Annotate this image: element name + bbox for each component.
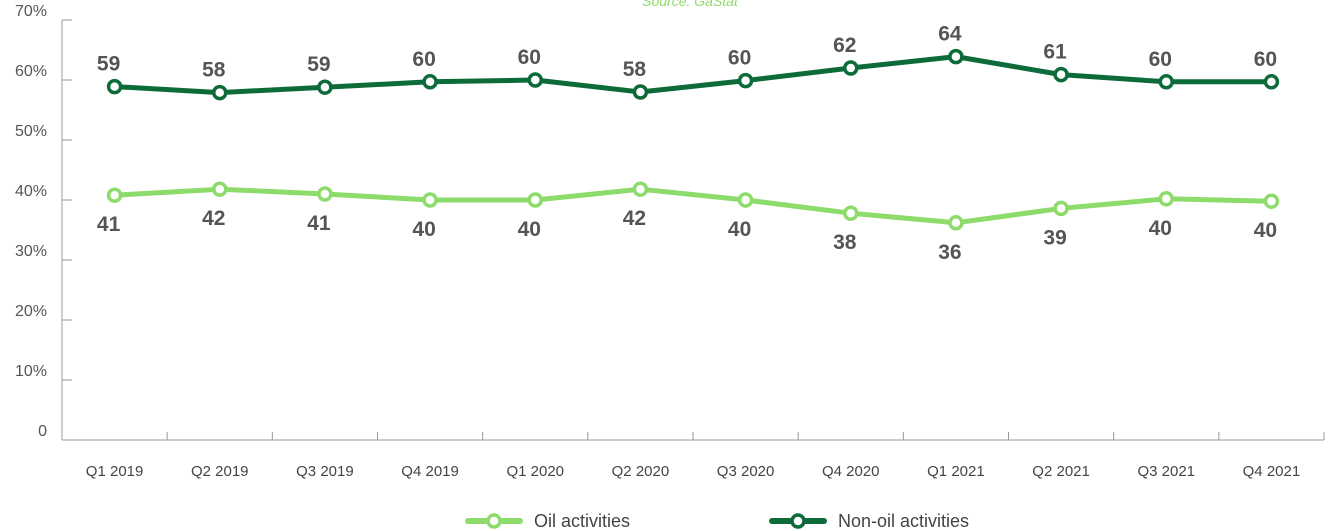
oil-activities-point (1053, 200, 1069, 217)
non-oil-activities-point (212, 84, 228, 101)
oil-activities-point (737, 192, 754, 208)
non-oil-activities-data-label: 60 (1149, 48, 1172, 71)
non-oil-activities-point (422, 74, 438, 90)
non-oil-activities-point (843, 60, 859, 76)
oil-activities-point (843, 205, 859, 221)
non-oil-activities-point (527, 72, 543, 88)
x-tick-label: Q1 2021 (927, 463, 985, 480)
x-tick-label: Q1 2019 (86, 463, 144, 480)
oil-activities-point (212, 181, 228, 197)
series-layer (106, 48, 1280, 231)
non-oil-activities-point (106, 78, 123, 95)
y-tick-label: 10% (15, 363, 47, 380)
y-tick-label: 0 (38, 423, 47, 440)
oil-activities-data-label: 40 (518, 218, 541, 241)
non-oil-activities-point (948, 48, 964, 65)
x-tick-label: Q4 2019 (401, 463, 459, 480)
non-oil-activities-data-label: 58 (202, 59, 226, 82)
y-tick-label: 30% (15, 243, 47, 260)
non-oil-activities-point (317, 79, 333, 95)
oil-activities-data-label: 40 (728, 218, 751, 241)
oil-activities-data-label: 36 (938, 241, 961, 264)
y-tick-label: 50% (15, 123, 47, 140)
non-oil-activities-legend-marker (790, 513, 806, 529)
non-oil-activities-data-label: 60 (1254, 48, 1277, 71)
non-oil-activities-data-label: 60 (728, 47, 751, 70)
x-tick-label: Q3 2019 (296, 463, 354, 480)
oil-activities-data-label: 39 (1043, 226, 1066, 249)
y-tick-label: 60% (15, 63, 47, 80)
x-tick-label: Q2 2020 (612, 463, 670, 480)
x-tick-label: Q2 2019 (191, 463, 249, 480)
non-oil-activities-point (1263, 74, 1280, 90)
y-tick-label: 70% (15, 3, 47, 20)
oil-activities-data-label: 42 (202, 207, 225, 230)
x-tick-label: Q2 2021 (1032, 463, 1090, 480)
x-tick-label: Q4 2020 (822, 463, 880, 480)
oil-activities-point (1263, 193, 1280, 209)
non-oil-activities-data-label: 62 (833, 34, 856, 57)
oil-activities-data-label: 40 (412, 218, 435, 241)
oil-activities-legend-label: Oil activities (534, 511, 630, 531)
oil-activities-point (317, 186, 333, 202)
oil-activities-line (112, 186, 1274, 226)
oil-activities-data-label: 38 (833, 231, 857, 254)
x-tick-label: Q3 2021 (1137, 463, 1195, 480)
oil-activities-data-label: 40 (1254, 219, 1277, 242)
x-tick-label: Q1 2020 (506, 463, 564, 480)
y-tick-label: 40% (15, 183, 47, 200)
non-oil-activities-data-label: 60 (412, 48, 435, 71)
oil-activities-point (106, 187, 123, 203)
non-oil-activities-point (632, 84, 649, 100)
oil-activities-legend-marker (486, 513, 502, 529)
non-oil-activities-data-label: 59 (97, 53, 120, 76)
non-oil-activities-data-label: 59 (307, 53, 330, 76)
non-oil-activities-data-label: 58 (623, 58, 647, 81)
oil-activities-point (527, 192, 543, 208)
non-oil-activities-point (737, 72, 754, 89)
non-oil-activities-line (112, 54, 1274, 96)
source-note: Source: GaStat (642, 0, 739, 9)
x-tick-label: Q3 2020 (717, 463, 775, 480)
non-oil-activities-data-label: 60 (518, 46, 541, 69)
legend: Oil activities Non-oil activities (465, 511, 969, 531)
oil-activities-data-label: 42 (623, 207, 646, 230)
oil-activities-point (1158, 191, 1174, 207)
oil-activities-data-label: 41 (97, 213, 121, 236)
non-oil-activities-data-label: 64 (938, 23, 962, 46)
oil-activities-point (948, 215, 964, 231)
oil-activities-data-label: 40 (1149, 217, 1172, 240)
oil-activities-point (632, 181, 649, 197)
data-labels-layer: 41 42 41 40 40 42 40 38 36 39 40 40 59 58 59 60 60 58 60 62… (97, 23, 1277, 264)
chart-axes: 0 10% 20% 30% 40% 50% 60% 70% Q1 2019 Q2 2019 Q3 2… (15, 3, 1325, 480)
oil-activities-point (422, 192, 438, 208)
oil-activities-data-label: 41 (307, 212, 331, 235)
x-tick-label: Q4 2021 (1243, 463, 1301, 480)
non-oil-activities-data-label: 61 (1043, 41, 1067, 64)
non-oil-activities-point (1158, 74, 1174, 90)
non-oil-activities-legend-label: Non-oil activities (838, 511, 969, 531)
y-tick-label: 20% (15, 303, 47, 320)
non-oil-activities-point (1053, 66, 1069, 83)
